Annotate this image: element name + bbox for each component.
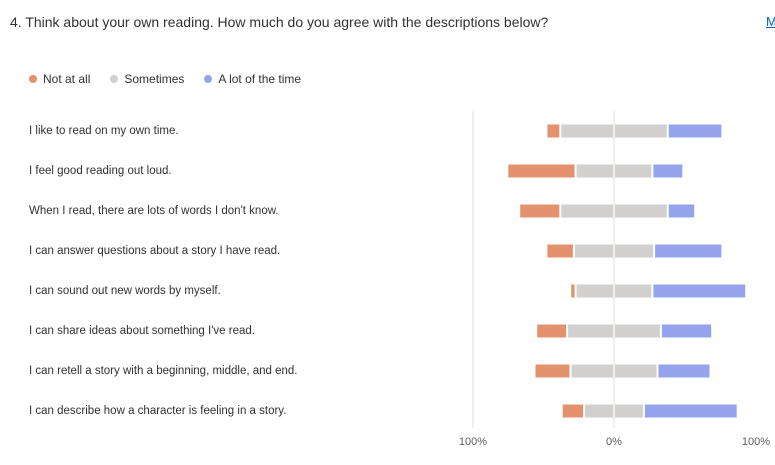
legend-label-sometimes: Sometimes xyxy=(124,72,185,86)
row-label: I feel good reading out loud. xyxy=(29,165,172,177)
bar-a-lot[interactable] xyxy=(658,364,710,378)
bar-a-lot[interactable] xyxy=(653,284,746,298)
bar-sometimes-left[interactable] xyxy=(561,204,613,218)
bar-sometimes-left[interactable] xyxy=(571,364,614,378)
bar-sometimes-left[interactable] xyxy=(568,324,613,338)
bar-sometimes-right[interactable] xyxy=(615,124,667,138)
legend-swatch-sometimes xyxy=(110,75,119,83)
bar-not-at-all[interactable] xyxy=(571,284,575,298)
more-details-link[interactable]: M xyxy=(766,14,775,29)
row-label: I can describe how a character is feelin… xyxy=(29,405,287,417)
legend-swatch-not-at-all xyxy=(29,75,37,83)
bar-not-at-all[interactable] xyxy=(520,204,560,218)
row-label: I can share ideas about something I've r… xyxy=(29,325,255,337)
row-label: I can sound out new words by myself. xyxy=(29,285,221,297)
bar-sometimes-left[interactable] xyxy=(585,404,613,418)
chart-legend: Not at all Sometimes A lot of the time xyxy=(29,72,301,86)
bar-not-at-all[interactable] xyxy=(535,364,570,378)
legend-item-a-lot[interactable]: A lot of the time xyxy=(204,72,301,86)
bar-sometimes-left[interactable] xyxy=(561,124,613,138)
bar-sometimes-right[interactable] xyxy=(615,364,657,378)
bar-not-at-all[interactable] xyxy=(562,404,584,418)
bar-sometimes-left[interactable] xyxy=(576,284,613,298)
bar-a-lot[interactable] xyxy=(661,324,712,338)
legend-label-not-at-all: Not at all xyxy=(43,72,91,86)
bar-not-at-all[interactable] xyxy=(508,164,575,178)
bar-sometimes-right[interactable] xyxy=(615,284,652,298)
row-label: I can answer questions about a story I h… xyxy=(29,245,281,257)
bar-sometimes-right[interactable] xyxy=(615,324,660,338)
bar-sometimes-left[interactable] xyxy=(576,164,613,178)
bar-sometimes-right[interactable] xyxy=(615,164,652,178)
row-label: I can retell a story with a beginning, m… xyxy=(29,365,298,377)
bar-a-lot[interactable] xyxy=(644,404,737,418)
legend-item-not-at-all[interactable]: Not at all xyxy=(29,72,90,86)
bar-sometimes-right[interactable] xyxy=(615,404,643,418)
bar-sometimes-left[interactable] xyxy=(574,244,613,258)
legend-label-a-lot: A lot of the time xyxy=(218,72,302,86)
bar-a-lot[interactable] xyxy=(655,244,722,258)
x-tick-label: 0% xyxy=(606,436,622,448)
bar-sometimes-right[interactable] xyxy=(615,244,654,258)
row-label: I like to read on my own time. xyxy=(29,125,179,137)
bar-not-at-all[interactable] xyxy=(547,244,573,258)
bar-a-lot[interactable] xyxy=(653,164,683,178)
bar-not-at-all[interactable] xyxy=(537,324,567,338)
x-tick-label: 100% xyxy=(459,436,487,448)
bar-sometimes-right[interactable] xyxy=(615,204,667,218)
question-title: 4. Think about your own reading. How muc… xyxy=(10,14,549,30)
legend-item-sometimes[interactable]: Sometimes xyxy=(110,72,184,86)
bar-a-lot[interactable] xyxy=(668,124,722,138)
legend-swatch-a-lot xyxy=(204,75,213,83)
bar-a-lot[interactable] xyxy=(668,204,695,218)
bar-not-at-all[interactable] xyxy=(547,124,560,138)
x-tick-label: 100% xyxy=(742,436,770,448)
row-label: When I read, there are lots of words I d… xyxy=(29,205,279,217)
